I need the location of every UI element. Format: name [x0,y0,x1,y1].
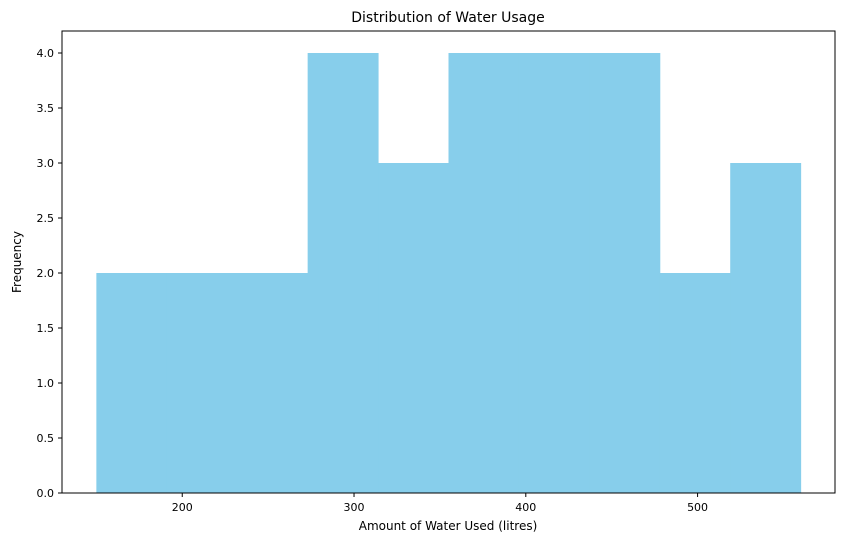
y-tick-label-5: 2.5 [37,212,55,225]
y-axis-label: Frequency [10,231,24,293]
chart-title: Distribution of Water Usage [351,10,545,26]
x-tick-label-0: 200 [172,501,193,514]
histogram-bar-9 [730,163,802,493]
plot-area-frame [61,30,836,494]
histogram-bar-4 [378,163,449,493]
x-tick-label-1: 300 [344,501,365,514]
y-tick-label-2: 1.0 [37,377,55,390]
y-tick-label-0: 0.0 [37,487,55,500]
histogram-bars [96,53,802,493]
histogram-bar-0 [96,273,168,493]
y-tick-label-1: 0.5 [37,432,55,445]
histogram-bar-7 [589,53,661,493]
x-tick-label-3: 500 [687,501,708,514]
histogram-bar-6 [518,53,590,493]
histogram-bar-3 [307,53,379,493]
x-axis-label: Amount of Water Used (litres) [359,519,538,533]
x-axis-ticks: 200 300 400 500 [172,493,708,514]
x-tick-label-2: 400 [515,501,536,514]
y-tick-label-4: 2.0 [37,267,55,280]
histogram-bar-1 [166,273,238,493]
y-tick-label-3: 1.5 [37,322,55,335]
y-tick-label-6: 3.0 [37,157,55,170]
histogram-bar-5 [448,53,520,493]
histogram-bar-8 [659,273,731,493]
histogram-bar-2 [237,273,309,493]
y-tick-label-8: 4.0 [37,47,55,60]
y-tick-label-7: 3.5 [37,102,55,115]
y-axis-ticks: 0.0 0.5 1.0 1.5 2.0 2.5 3.0 3.5 4.0 [37,47,62,500]
